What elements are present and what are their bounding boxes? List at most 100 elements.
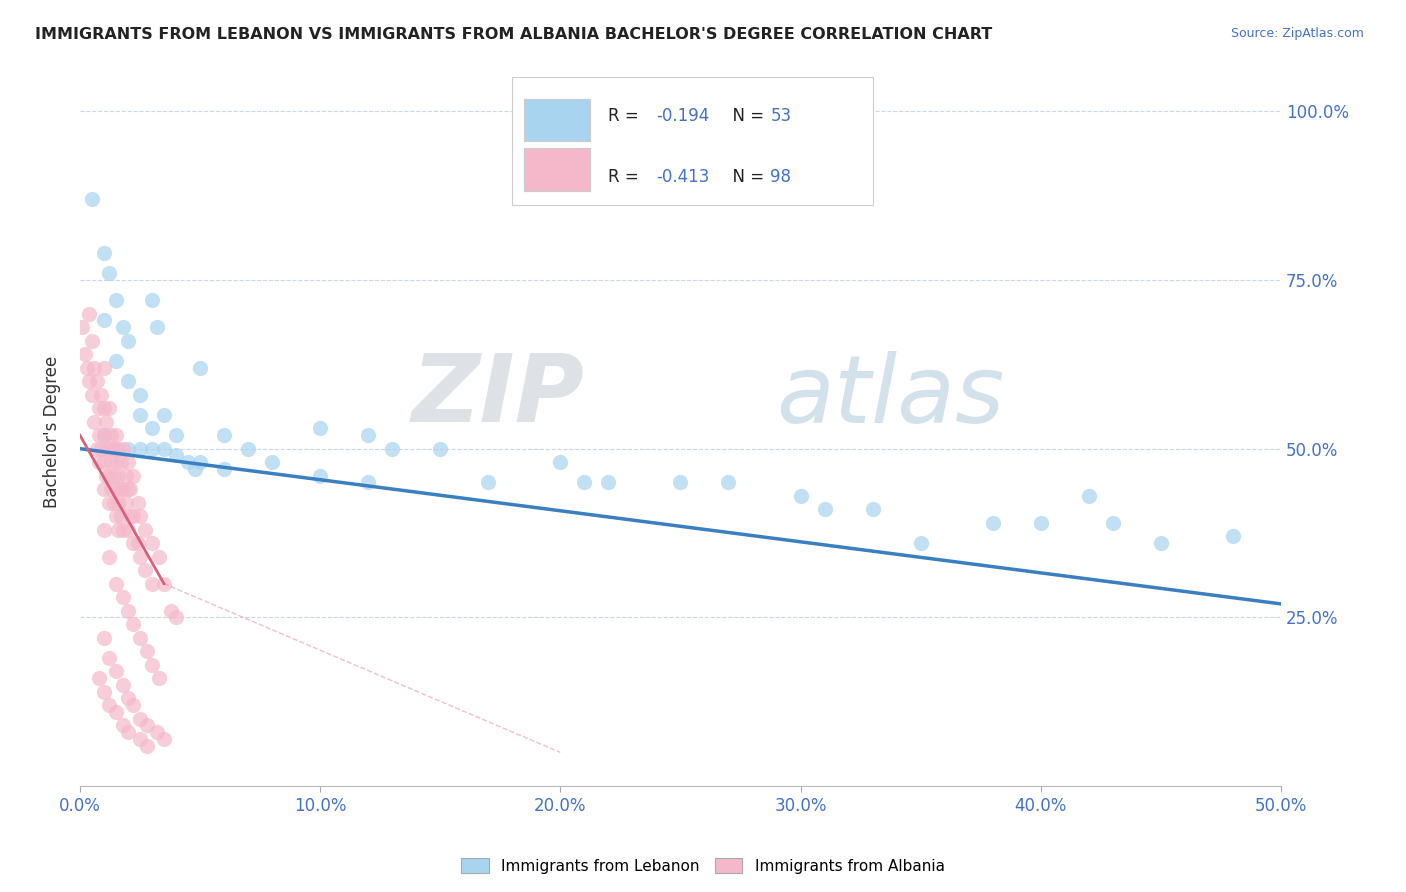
Point [121, 536, 143, 550]
Point [104, 705, 127, 719]
Text: -0.413: -0.413 [657, 168, 710, 186]
Point [97, 266, 120, 280]
Point [477, 475, 499, 490]
Point [86, 442, 108, 456]
Point [104, 665, 127, 679]
Point [357, 475, 380, 490]
Point [93, 401, 115, 416]
Point [103, 468, 125, 483]
Point [121, 468, 143, 483]
Point [134, 563, 156, 577]
Point [1101, 516, 1123, 530]
Point [717, 475, 740, 490]
Point [129, 712, 152, 726]
Text: IMMIGRANTS FROM LEBANON VS IMMIGRANTS FROM ALBANIA BACHELOR'S DEGREE CORRELATION: IMMIGRANTS FROM LEBANON VS IMMIGRANTS FR… [35, 27, 993, 42]
Point [357, 428, 380, 442]
Point [104, 354, 127, 368]
Point [141, 536, 163, 550]
Point [107, 523, 129, 537]
Point [100, 428, 122, 442]
Point [79, 307, 101, 321]
Point [97, 698, 120, 713]
Point [141, 293, 163, 308]
Point [83, 360, 105, 375]
Point [117, 374, 139, 388]
Point [236, 442, 259, 456]
Point [87, 455, 110, 469]
Point [260, 455, 283, 469]
Point [309, 421, 332, 435]
Point [117, 691, 139, 706]
Point [120, 482, 142, 496]
Point [165, 428, 187, 442]
Point [97, 401, 120, 416]
Point [127, 496, 149, 510]
Point [550, 455, 572, 469]
Point [83, 415, 105, 429]
Point [1029, 516, 1052, 530]
Point [129, 731, 152, 746]
Point [1077, 489, 1099, 503]
Point [110, 509, 132, 524]
Point [87, 428, 110, 442]
Point [104, 576, 127, 591]
Point [103, 442, 125, 456]
Text: -0.194: -0.194 [657, 107, 710, 126]
Point [72, 320, 94, 334]
FancyBboxPatch shape [512, 78, 873, 205]
Text: atlas: atlas [776, 351, 1005, 442]
Point [114, 468, 136, 483]
Point [96, 468, 118, 483]
Text: R =: R = [609, 107, 644, 126]
Point [110, 455, 132, 469]
FancyBboxPatch shape [524, 99, 591, 141]
Text: 53: 53 [770, 107, 792, 126]
Point [129, 549, 152, 564]
Point [93, 455, 115, 469]
Point [100, 455, 122, 469]
Y-axis label: Bachelor's Degree: Bachelor's Degree [44, 356, 60, 508]
Point [1150, 536, 1173, 550]
Point [97, 468, 120, 483]
Point [117, 725, 139, 739]
Point [381, 442, 404, 456]
Point [97, 549, 120, 564]
Point [79, 374, 101, 388]
Point [145, 320, 167, 334]
Point [112, 523, 135, 537]
Point [153, 442, 176, 456]
Point [120, 509, 142, 524]
Point [309, 468, 332, 483]
Point [862, 502, 884, 516]
Point [93, 246, 115, 260]
Point [104, 293, 127, 308]
Point [107, 496, 129, 510]
Point [93, 428, 115, 442]
Point [112, 718, 135, 732]
Point [93, 360, 115, 375]
Point [129, 509, 152, 524]
Point [112, 590, 135, 604]
Point [117, 482, 139, 496]
Point [93, 428, 115, 442]
Point [87, 671, 110, 685]
Point [103, 496, 125, 510]
Point [104, 509, 127, 524]
Point [148, 549, 170, 564]
Point [97, 651, 120, 665]
Point [141, 657, 163, 672]
Point [80, 334, 103, 348]
Point [141, 442, 163, 456]
Point [136, 739, 159, 753]
Point [153, 408, 176, 422]
Point [153, 576, 176, 591]
Point [80, 387, 103, 401]
Point [90, 442, 112, 456]
Point [910, 536, 932, 550]
Point [93, 313, 115, 327]
Point [136, 644, 159, 658]
Point [127, 536, 149, 550]
Text: R =: R = [609, 168, 644, 186]
Text: Source: ZipAtlas.com: Source: ZipAtlas.com [1230, 27, 1364, 40]
Point [104, 482, 127, 496]
